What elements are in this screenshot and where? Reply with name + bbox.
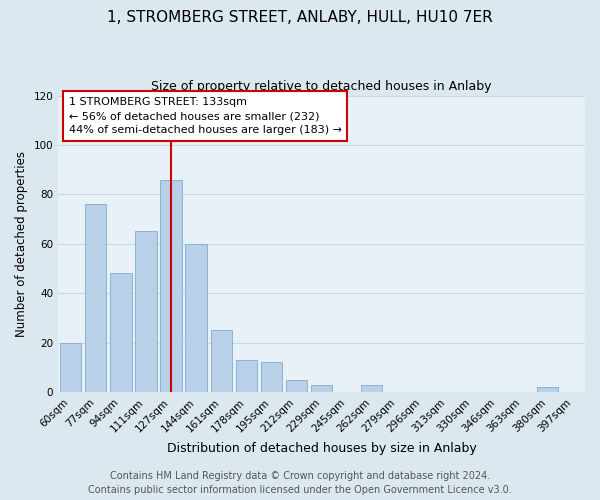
X-axis label: Distribution of detached houses by size in Anlaby: Distribution of detached houses by size … [167,442,476,455]
Bar [261,362,282,392]
Bar [185,244,207,392]
Bar [236,360,257,392]
Bar [85,204,106,392]
Bar [286,380,307,392]
Title: Size of property relative to detached houses in Anlaby: Size of property relative to detached ho… [151,80,492,93]
Bar [537,387,558,392]
Bar [211,330,232,392]
Bar [311,384,332,392]
Bar [361,384,382,392]
Y-axis label: Number of detached properties: Number of detached properties [15,151,28,337]
Bar [60,342,82,392]
Text: Contains HM Land Registry data © Crown copyright and database right 2024.
Contai: Contains HM Land Registry data © Crown c… [88,471,512,495]
Text: 1, STROMBERG STREET, ANLABY, HULL, HU10 7ER: 1, STROMBERG STREET, ANLABY, HULL, HU10 … [107,10,493,25]
Bar [136,232,157,392]
Text: 1 STROMBERG STREET: 133sqm
← 56% of detached houses are smaller (232)
44% of sem: 1 STROMBERG STREET: 133sqm ← 56% of deta… [69,97,342,135]
Bar [110,274,131,392]
Bar [160,180,182,392]
